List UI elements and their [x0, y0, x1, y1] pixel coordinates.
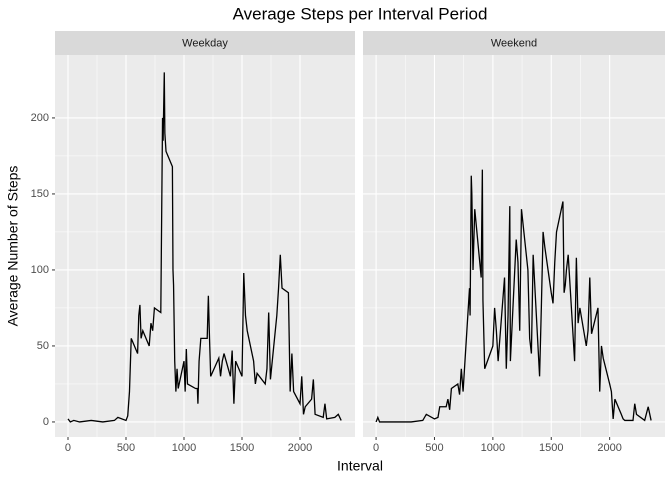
- y-tick-label: 200: [31, 112, 49, 124]
- strip-label: Weekday: [182, 37, 228, 49]
- x-tick-label: 2000: [288, 442, 312, 454]
- x-tick-label: 1000: [481, 442, 505, 454]
- x-tick-label: 2000: [597, 442, 621, 454]
- x-tick-label: 0: [373, 442, 379, 454]
- panel-background: [363, 55, 665, 437]
- line: [375, 169, 652, 423]
- strip: [55, 31, 355, 55]
- panel-background: [55, 55, 355, 437]
- x-tick-label: 0: [65, 442, 71, 454]
- strip-label: Weekend: [491, 37, 537, 49]
- y-tick-label: 150: [31, 188, 49, 200]
- x-tick-label: 500: [117, 442, 135, 454]
- strip: [363, 31, 665, 55]
- line: [67, 72, 342, 423]
- x-tick-label: 1000: [172, 442, 196, 454]
- y-tick-label: 50: [37, 340, 49, 352]
- x-tick-label: 500: [425, 442, 443, 454]
- chart-title: Average Steps per Interval Period: [233, 4, 488, 23]
- x-tick-label: 1500: [230, 442, 254, 454]
- x-tick-label: 1500: [539, 442, 563, 454]
- y-axis-label: Average Number of Steps: [5, 166, 21, 327]
- y-tick-label: 100: [31, 264, 49, 276]
- y-tick-label: 0: [43, 416, 49, 428]
- x-axis-label: Interval: [337, 458, 383, 474]
